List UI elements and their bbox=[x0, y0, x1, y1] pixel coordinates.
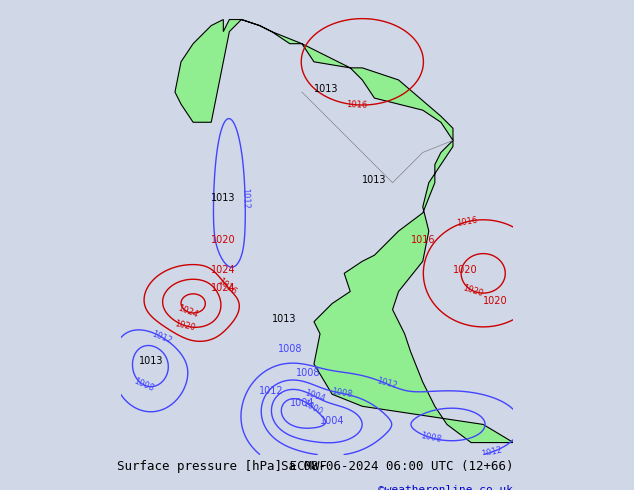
Text: 1024: 1024 bbox=[211, 284, 236, 294]
Text: 1016: 1016 bbox=[346, 100, 368, 110]
Text: 1012: 1012 bbox=[375, 377, 398, 391]
Text: 1004: 1004 bbox=[290, 398, 314, 408]
Text: 1016: 1016 bbox=[216, 276, 238, 296]
Text: 1000: 1000 bbox=[301, 398, 324, 416]
Text: 1024: 1024 bbox=[211, 266, 236, 275]
Text: 1020: 1020 bbox=[173, 319, 196, 332]
Text: 1008: 1008 bbox=[133, 377, 155, 393]
Text: 1013: 1013 bbox=[211, 193, 236, 203]
Text: 1012: 1012 bbox=[150, 329, 173, 345]
Text: 1013: 1013 bbox=[271, 314, 296, 324]
Text: 1004: 1004 bbox=[320, 416, 344, 426]
Text: 1016: 1016 bbox=[456, 216, 478, 228]
Text: 1020: 1020 bbox=[453, 266, 477, 275]
Text: 1008: 1008 bbox=[278, 344, 302, 354]
Text: 1012: 1012 bbox=[259, 386, 284, 396]
Text: ©weatheronline.co.uk: ©weatheronline.co.uk bbox=[378, 486, 514, 490]
Text: 1013: 1013 bbox=[139, 356, 163, 366]
Text: 1008: 1008 bbox=[331, 388, 353, 399]
Text: 1020: 1020 bbox=[211, 235, 236, 245]
Text: 1008: 1008 bbox=[420, 431, 442, 444]
Text: Sa 08-06-2024 06:00 UTC (12+66): Sa 08-06-2024 06:00 UTC (12+66) bbox=[281, 460, 514, 473]
Text: 1013: 1013 bbox=[314, 84, 339, 94]
Polygon shape bbox=[175, 20, 514, 442]
Text: 1012: 1012 bbox=[240, 188, 250, 209]
Text: 1016: 1016 bbox=[410, 235, 435, 245]
Text: Surface pressure [hPa] ECMWF: Surface pressure [hPa] ECMWF bbox=[117, 460, 327, 473]
Text: 1012: 1012 bbox=[481, 445, 503, 459]
Text: 1024: 1024 bbox=[176, 304, 199, 319]
Text: 1004: 1004 bbox=[303, 389, 326, 404]
Text: 1020: 1020 bbox=[462, 283, 484, 298]
Text: 1008: 1008 bbox=[295, 368, 320, 378]
Text: 1020: 1020 bbox=[483, 295, 508, 306]
Text: 1013: 1013 bbox=[362, 175, 387, 185]
